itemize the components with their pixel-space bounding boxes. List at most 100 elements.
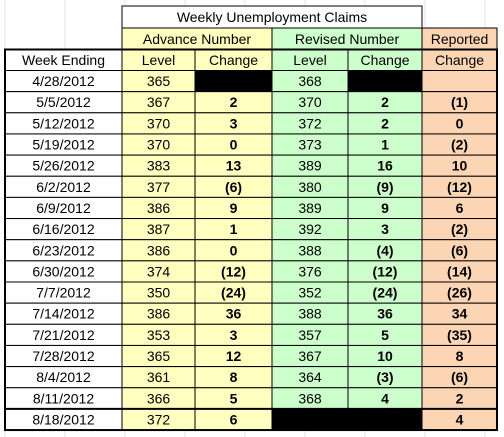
cell-text: 5/19/2012 <box>32 137 94 153</box>
table-title: Weekly Unemployment Claims <box>177 9 367 25</box>
cell-text: 7/28/2012 <box>32 348 94 364</box>
cell-text: (24) <box>373 285 398 301</box>
cell-text: 36 <box>377 306 393 322</box>
cell-text: 6/9/2012 <box>36 200 91 216</box>
cell-text: (1) <box>451 94 468 110</box>
cell-text: 3 <box>230 327 238 343</box>
cell-text: 3 <box>381 221 389 237</box>
cell-text: 370 <box>298 94 322 110</box>
table-cell <box>271 408 349 431</box>
cell-text: (12) <box>447 179 472 195</box>
cell-text: 9 <box>381 200 389 216</box>
cell-text: (12) <box>373 263 398 279</box>
cell-text: 386 <box>147 200 171 216</box>
cell-text: 374 <box>147 263 171 279</box>
table-cell <box>347 408 423 431</box>
cell-text: 392 <box>298 221 322 237</box>
cell-text: 1 <box>381 137 389 153</box>
column-header: Level <box>142 52 175 68</box>
cell-text: (14) <box>447 263 472 279</box>
cell-text: 8 <box>230 369 238 385</box>
cell-text: 389 <box>298 200 322 216</box>
cell-text: (35) <box>447 327 472 343</box>
table-frame <box>4 48 498 432</box>
cell-text: 6 <box>230 411 238 427</box>
cell-text: 7/14/2012 <box>32 306 94 322</box>
cell-text: 364 <box>298 369 322 385</box>
cell-text: 9 <box>230 200 238 216</box>
column-header: Level <box>293 52 326 68</box>
cell-text: 5/5/2012 <box>36 94 91 110</box>
cell-text: 6 <box>456 200 464 216</box>
group-header: Reported <box>431 31 489 47</box>
cell-text: 352 <box>298 285 322 301</box>
cell-text: 353 <box>147 327 171 343</box>
cell-text: 388 <box>298 242 322 258</box>
cell-text: 380 <box>298 179 322 195</box>
cell-text: 0 <box>230 137 238 153</box>
cell-text: (6) <box>451 369 468 385</box>
cell-text: 357 <box>298 327 322 343</box>
cell-text: 2 <box>456 390 464 406</box>
cell-text: 370 <box>147 115 171 131</box>
cell-text: 377 <box>147 179 171 195</box>
cell-text: 361 <box>147 369 171 385</box>
cell-text: 36 <box>226 306 242 322</box>
cell-text: 6/30/2012 <box>32 263 94 279</box>
cell-text: 388 <box>298 306 322 322</box>
cell-text: 372 <box>298 115 322 131</box>
table-cell <box>194 70 273 93</box>
cell-text: 0 <box>230 242 238 258</box>
cell-text: 2 <box>230 94 238 110</box>
cell-text: 373 <box>298 137 322 153</box>
cell-text: 387 <box>147 221 171 237</box>
cell-text: (24) <box>221 285 246 301</box>
cell-text: 1 <box>230 221 238 237</box>
cell-text: 34 <box>452 306 468 322</box>
cell-text: 366 <box>147 390 171 406</box>
cell-text: 10 <box>452 158 468 174</box>
cell-text: 10 <box>377 348 393 364</box>
cell-text: 5/12/2012 <box>32 115 94 131</box>
column-header: Change <box>435 52 484 68</box>
cell-text: 7/7/2012 <box>36 285 91 301</box>
cell-text: 5/26/2012 <box>32 158 94 174</box>
cell-text: 372 <box>147 411 171 427</box>
cell-text: (6) <box>225 179 242 195</box>
cell-text: (26) <box>447 285 472 301</box>
cell-text: 368 <box>298 73 322 89</box>
cell-text: 4/28/2012 <box>32 73 94 89</box>
cell-text: (2) <box>451 137 468 153</box>
cell-text: 4 <box>381 390 389 406</box>
cell-text: (9) <box>376 179 393 195</box>
cell-text: (4) <box>376 242 393 258</box>
group-header: Revised Number <box>295 31 400 47</box>
table-cell <box>347 70 423 93</box>
column-header: Week Ending <box>22 52 105 68</box>
cell-text: 367 <box>298 348 322 364</box>
cell-text: 365 <box>147 73 171 89</box>
cell-text: 7/21/2012 <box>32 327 94 343</box>
cell-text: 2 <box>381 94 389 110</box>
cell-text: 12 <box>226 348 242 364</box>
cell-text: 16 <box>377 158 393 174</box>
cell-text: 367 <box>147 94 171 110</box>
cell-text: 5 <box>230 390 238 406</box>
cell-text: 389 <box>298 158 322 174</box>
cell-text: 5 <box>381 327 389 343</box>
cell-text: 2 <box>381 115 389 131</box>
cell-text: 350 <box>147 285 171 301</box>
cell-text: 6/2/2012 <box>36 179 91 195</box>
cell-text: 13 <box>226 158 242 174</box>
cell-text: 8 <box>456 348 464 364</box>
cell-text: 386 <box>147 242 171 258</box>
cell-text: 370 <box>147 137 171 153</box>
cell-text: 8/4/2012 <box>36 369 91 385</box>
group-header: Advance Number <box>143 31 252 47</box>
cell-text: 8/18/2012 <box>32 411 94 427</box>
cell-text: 8/11/2012 <box>33 390 94 406</box>
cell-text: (12) <box>221 263 246 279</box>
table-cell <box>421 70 498 93</box>
cell-text: 6/23/2012 <box>32 242 94 258</box>
